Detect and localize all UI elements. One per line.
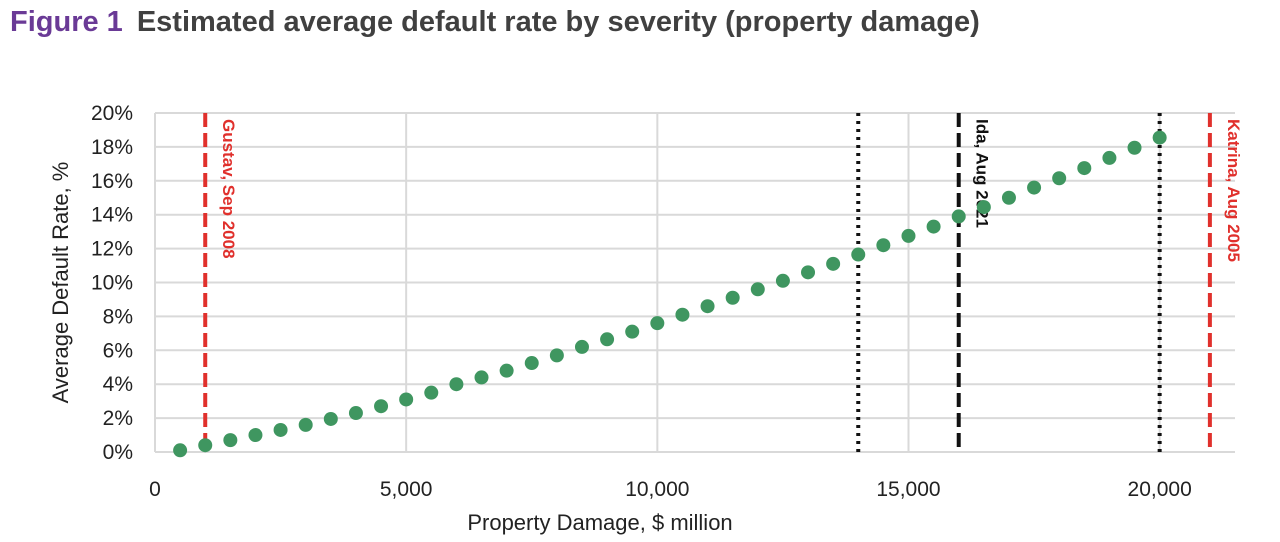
y-axis-title: Average Default Rate, % bbox=[48, 162, 73, 404]
y-tick-label: 0% bbox=[103, 441, 133, 464]
data-point bbox=[901, 228, 916, 243]
data-point bbox=[1052, 171, 1067, 186]
figure-header: Figure 1 Estimated average default rate b… bbox=[10, 6, 980, 39]
y-tick-label: 2% bbox=[103, 407, 133, 430]
data-point bbox=[851, 247, 866, 262]
data-point bbox=[1077, 161, 1092, 176]
data-point bbox=[801, 265, 816, 280]
tick-layer: 0% 2% 4% 6% 8% 10% 12% 14% 16% 18% 20% 0 5,000 10,000… bbox=[91, 102, 1192, 501]
grid-layer bbox=[154, 112, 1235, 453]
point-layer bbox=[173, 130, 1167, 458]
data-point bbox=[926, 219, 941, 234]
y-tick-label: 4% bbox=[103, 373, 133, 396]
data-point bbox=[700, 299, 715, 314]
data-point bbox=[1152, 130, 1167, 145]
y-tick-label: 20% bbox=[91, 102, 133, 125]
data-point bbox=[474, 370, 489, 385]
y-tick-label: 12% bbox=[91, 238, 133, 261]
data-point bbox=[750, 282, 765, 297]
data-point bbox=[775, 273, 790, 288]
figure-label: Figure 1 bbox=[10, 6, 123, 38]
data-point bbox=[374, 399, 389, 414]
y-tick-label: 14% bbox=[91, 204, 133, 227]
data-point bbox=[1102, 150, 1117, 165]
data-point bbox=[499, 363, 514, 378]
data-point bbox=[876, 238, 891, 253]
figure-title: Estimated average default rate by severi… bbox=[136, 6, 980, 38]
data-point bbox=[574, 339, 589, 354]
y-tick-label: 8% bbox=[103, 305, 133, 328]
data-point bbox=[675, 307, 690, 322]
data-point bbox=[524, 356, 539, 371]
y-tick-label: 16% bbox=[91, 170, 133, 193]
event-marker-label: Ida, Aug 2021 bbox=[973, 119, 992, 228]
data-point bbox=[273, 422, 288, 437]
y-tick-label: 6% bbox=[103, 339, 133, 362]
x-tick-label: 15,000 bbox=[876, 478, 940, 501]
x-tick-label: 10,000 bbox=[625, 478, 689, 501]
data-point bbox=[1127, 140, 1142, 155]
data-point bbox=[223, 433, 238, 448]
data-point bbox=[173, 443, 188, 458]
data-point bbox=[1001, 190, 1016, 205]
data-point bbox=[976, 200, 991, 215]
y-tick-label: 10% bbox=[91, 272, 133, 295]
event-marker-label: Gustav, Sep 2008 bbox=[219, 119, 238, 259]
data-point bbox=[549, 348, 564, 363]
y-tick-label: 18% bbox=[91, 136, 133, 159]
data-point bbox=[1027, 180, 1042, 195]
data-point bbox=[951, 209, 966, 224]
annotation-layer: Gustav, Sep 2008 Ida, Aug 2021 Katrina, Au… bbox=[203, 113, 1243, 452]
x-axis-title: Property Damage, $ million bbox=[467, 510, 732, 535]
data-point bbox=[198, 438, 213, 453]
data-point bbox=[600, 332, 615, 347]
x-tick-label: 5,000 bbox=[380, 478, 433, 501]
data-point bbox=[826, 256, 841, 271]
data-point bbox=[248, 428, 263, 443]
data-point bbox=[323, 411, 338, 426]
data-point bbox=[725, 290, 740, 305]
data-point bbox=[399, 392, 414, 407]
x-tick-label: 20,000 bbox=[1128, 478, 1192, 501]
data-point bbox=[650, 316, 665, 331]
data-point bbox=[449, 377, 464, 392]
event-marker-label: Katrina, Aug 2005 bbox=[1224, 119, 1243, 262]
data-point bbox=[424, 385, 439, 400]
data-point bbox=[625, 324, 640, 339]
data-point bbox=[348, 406, 363, 421]
data-point bbox=[298, 417, 313, 432]
x-tick-label: 0 bbox=[149, 478, 161, 501]
